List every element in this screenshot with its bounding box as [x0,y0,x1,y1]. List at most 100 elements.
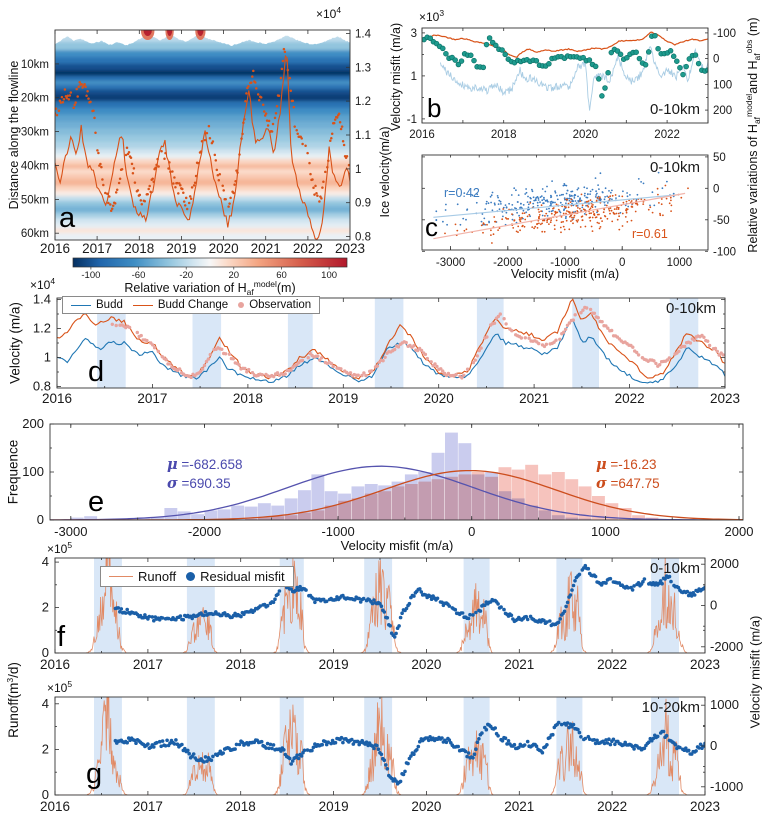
panel-d-legend: Budd Budd Change Observation [62,296,321,314]
svg-text:1.4: 1.4 [33,292,51,307]
legend-label-observation: Observation [249,299,312,311]
svg-text:-3000: -3000 [436,257,465,269]
budd-line-swatch [71,304,91,306]
panel-f-letter: f [57,621,66,653]
panel-f-region-label: 0-10km [649,560,700,577]
svg-text:0.9: 0.9 [355,198,371,210]
mu-symbol: μ [167,456,178,473]
svg-text:0: 0 [619,257,625,269]
svg-text:1000: 1000 [591,524,620,539]
svg-text:0: 0 [468,524,475,539]
summer-band [374,298,404,388]
svg-text:4: 4 [42,696,49,711]
svg-text:2020: 2020 [573,129,599,141]
panel-a-letter: a [59,202,76,234]
svg-text:2019: 2019 [319,799,349,814]
colorbar [72,257,348,268]
ice-velocity-line [55,54,350,240]
svg-text:2018: 2018 [233,391,263,406]
svg-text:2023: 2023 [335,241,365,256]
svg-text:1.2: 1.2 [33,321,51,336]
svg-text:-2000: -2000 [710,639,743,654]
svg-text:2019: 2019 [319,657,349,672]
svg-text:10km: 10km [21,59,49,71]
svg-text:2021: 2021 [519,391,549,406]
svg-text:2016: 2016 [40,657,70,672]
sigma-symbol: σ [167,475,178,492]
svg-text:1000: 1000 [667,257,693,269]
legend-item-budd: Budd [71,299,123,311]
svg-text:-2000: -2000 [493,257,522,269]
velocity-misfit-line [439,46,708,111]
svg-text:2019: 2019 [328,391,358,406]
svg-text:2016: 2016 [40,241,70,256]
svg-text:50km: 50km [21,194,49,206]
residual-misfit-dots [113,720,705,786]
histogram-budd-change [244,464,672,520]
panel-g-region-label: 10-20km [641,699,700,716]
svg-text:0: 0 [713,183,719,195]
svg-text:2: 2 [42,741,49,756]
svg-text:2022: 2022 [654,129,680,141]
svg-text:0.8: 0.8 [355,232,371,244]
svg-text:-1000: -1000 [710,779,743,794]
svg-text:2022: 2022 [597,799,627,814]
panel-fg-right-label: Velocity misfit (m/a) [747,615,763,729]
svg-text:20: 20 [229,270,240,281]
svg-text:-3000: -3000 [54,524,87,539]
mu-value: =-16.23 [606,457,657,472]
svg-text:200: 200 [22,416,44,431]
panel-d-exponent: ×104 [30,276,56,292]
svg-text:-1000: -1000 [550,257,579,269]
summer-band [669,298,699,388]
svg-text:-100: -100 [713,246,736,258]
svg-text:1.4: 1.4 [355,28,372,40]
panel-c-region-label: 0-10km [649,159,700,176]
legend-label-runoff: Runoff [138,569,177,584]
svg-text:2020: 2020 [209,241,239,256]
svg-text:2018: 2018 [124,241,154,256]
svg-text:0: 0 [42,645,49,660]
panel-b-exponent: ×103 [419,8,445,24]
panel-b-letter: b [427,93,442,123]
runoff-line [55,558,705,653]
budd-line [57,318,725,384]
svg-text:2023: 2023 [690,799,720,814]
panel-fg-left-label: Runoff(m3/d) [5,662,21,738]
svg-text:0: 0 [37,512,44,527]
fit-line-blue [433,194,680,218]
panel-f-exponent: ×105 [47,540,73,556]
legend-label-budd-change: Budd Change [157,299,229,311]
svg-text:2000: 2000 [710,556,739,571]
haf-obs-dots [422,32,708,99]
svg-text:0: 0 [710,738,717,753]
panel-d-letter: d [88,356,105,388]
sigma-value: =647.75 [606,476,660,491]
legend-item-runoff: Runoff [109,569,176,584]
svg-text:-60: -60 [132,270,146,281]
svg-text:2020: 2020 [424,391,454,406]
terminus-whitespace [55,30,350,46]
svg-text:2022: 2022 [615,391,645,406]
svg-text:2017: 2017 [137,391,167,406]
svg-text:2016: 2016 [409,129,435,141]
svg-text:2: 2 [42,600,49,615]
svg-text:2018: 2018 [491,129,517,141]
svg-text:2017: 2017 [133,657,163,672]
residual-misfit-dots [113,563,705,639]
svg-text:2017: 2017 [133,799,163,814]
fit-line-pink [433,192,686,240]
panel-g-letter: g [86,758,103,790]
haf-model-line [422,31,708,58]
sigma-value: =690.35 [177,476,231,491]
observation-dot-swatch [238,302,245,308]
svg-text:-20: -20 [179,270,193,281]
svg-text:0: 0 [42,787,49,802]
svg-text:0.8: 0.8 [33,379,51,394]
svg-text:2021: 2021 [251,241,281,256]
haf-heatmap [55,30,350,240]
mu-symbol: μ [596,456,607,473]
panel-b-region-label: 0-10km [649,101,700,118]
